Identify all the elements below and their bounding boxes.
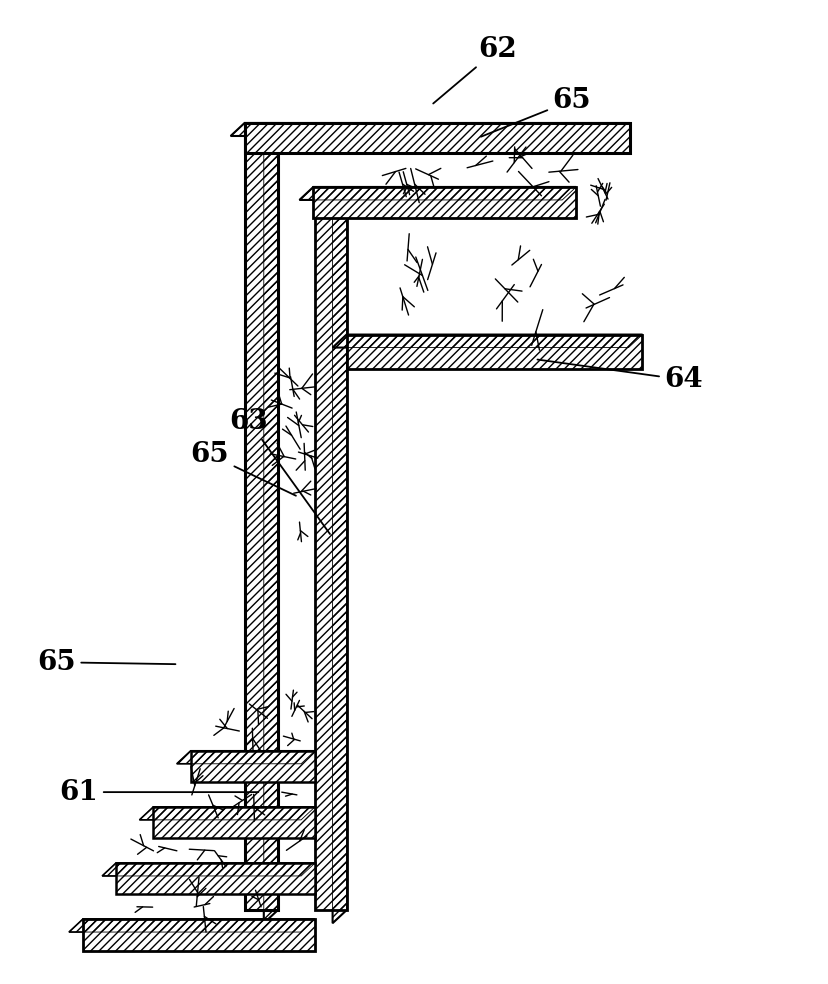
Polygon shape	[332, 335, 642, 347]
Polygon shape	[263, 123, 277, 923]
Text: 62: 62	[433, 35, 516, 103]
Text: 63: 63	[229, 407, 330, 534]
Polygon shape	[332, 187, 346, 923]
Polygon shape	[230, 123, 629, 136]
Text: 65: 65	[190, 441, 296, 496]
Polygon shape	[69, 919, 315, 932]
Polygon shape	[190, 751, 315, 782]
Polygon shape	[83, 919, 315, 951]
Polygon shape	[153, 807, 315, 838]
Polygon shape	[299, 187, 575, 200]
Text: 61: 61	[60, 778, 258, 806]
Polygon shape	[116, 863, 315, 894]
Text: 65: 65	[480, 87, 590, 137]
Text: 65: 65	[37, 648, 176, 676]
Polygon shape	[102, 863, 315, 876]
Polygon shape	[346, 335, 642, 369]
Polygon shape	[315, 187, 346, 910]
Polygon shape	[139, 807, 315, 820]
Text: 64: 64	[537, 359, 702, 394]
Polygon shape	[244, 123, 629, 153]
Polygon shape	[176, 751, 315, 764]
Polygon shape	[244, 123, 277, 910]
Polygon shape	[313, 187, 575, 218]
